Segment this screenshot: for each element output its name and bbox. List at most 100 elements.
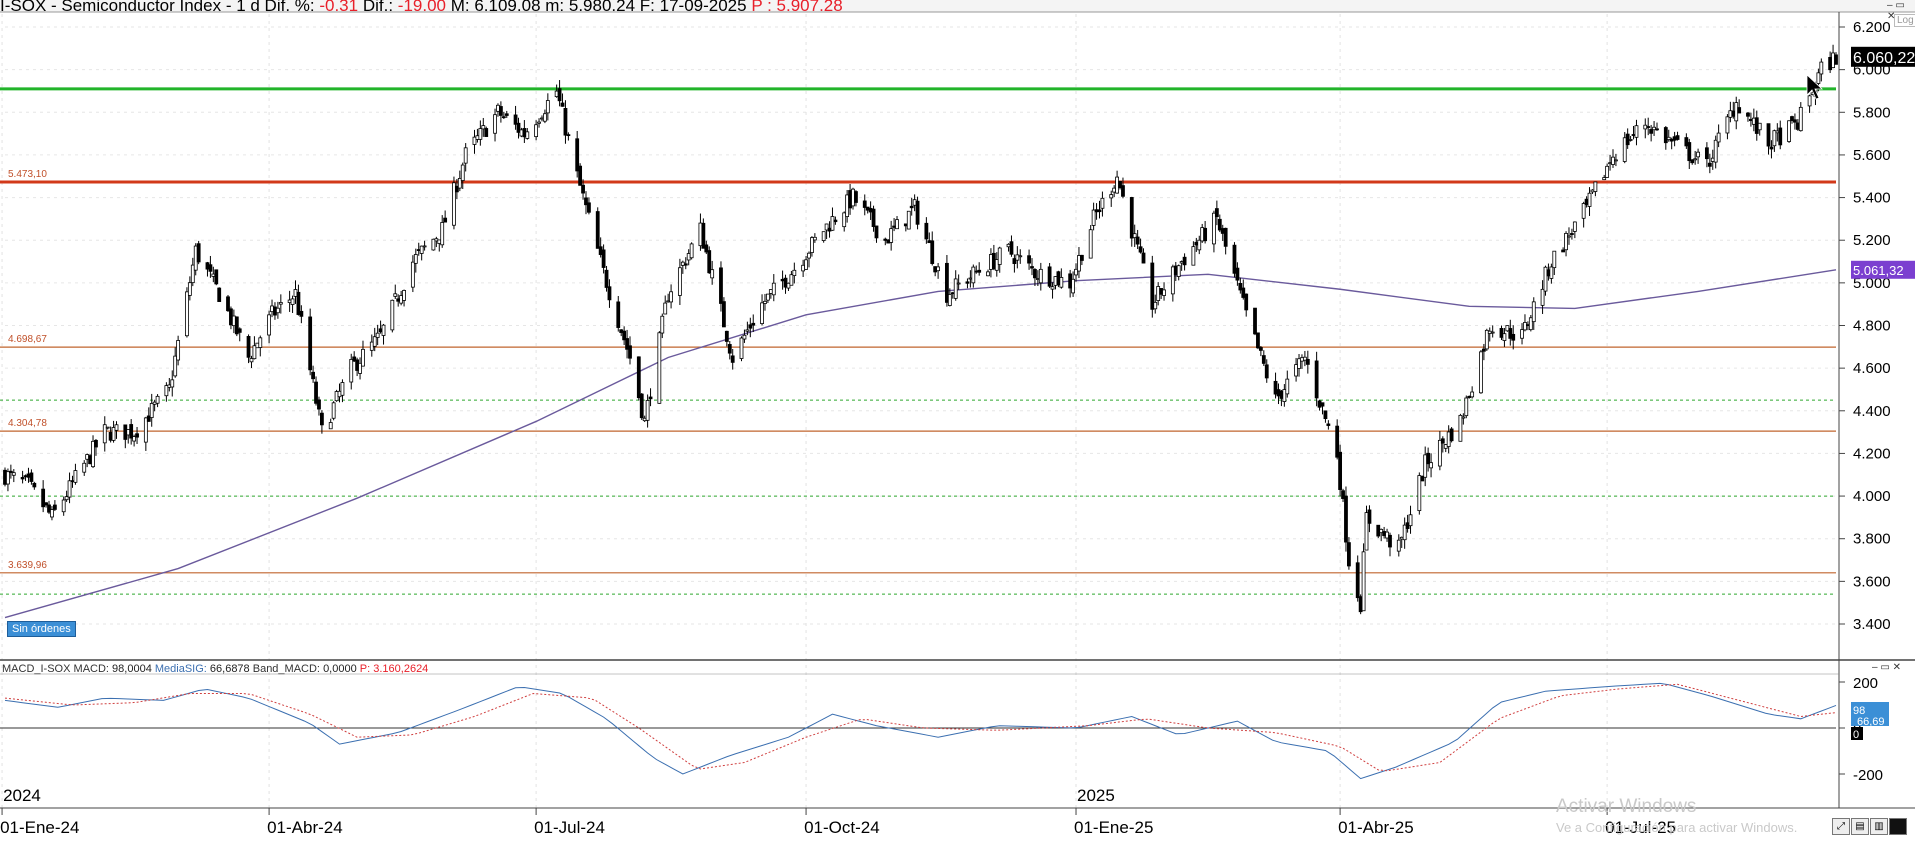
pane-controls-top[interactable]: – ▭ ✕: [1887, 0, 1905, 22]
candle-down: [1326, 423, 1331, 426]
fill-icon[interactable]: [1889, 818, 1907, 835]
pane-controls-macd[interactable]: – ▭ ✕: [1872, 662, 1901, 673]
candle-up: [1628, 139, 1633, 141]
candle-down: [516, 122, 521, 133]
candle-up: [537, 121, 541, 124]
ma-last-label: 5.061,32: [1853, 263, 1904, 278]
candle-up: [1396, 539, 1401, 552]
candle-down: [833, 219, 838, 223]
candle-down: [578, 165, 583, 186]
no-orders-badge[interactable]: Sin órdenes: [7, 621, 76, 637]
pane-frames: [0, 11, 1915, 809]
candle-down: [1649, 129, 1654, 134]
log-toggle[interactable]: Log: [1894, 14, 1915, 27]
candle-up: [1191, 246, 1196, 266]
time-axis[interactable]: 01-Ene-24 01-Abr-24 01-Jul-24 01-Oct-24 01-E…: [0, 786, 1676, 837]
candle-up: [413, 254, 418, 264]
level-label: 4.698,67: [8, 334, 47, 345]
candle-up: [763, 300, 767, 304]
candle-down: [1012, 258, 1017, 264]
candle-down: [1009, 241, 1014, 255]
candle-down: [443, 217, 448, 223]
candle-down: [1258, 347, 1263, 351]
candle-up: [440, 222, 445, 246]
y-tick-label: 4.000: [1853, 488, 1891, 505]
y-tick-label: 4.800: [1853, 318, 1891, 335]
candle-up: [1502, 333, 1507, 341]
zoom-fit-icon[interactable]: ⤢: [1832, 818, 1850, 835]
year-label: 2025: [1077, 786, 1115, 805]
ma-last-badge: [1851, 260, 1915, 279]
x-tick-label: 01-Ene-24: [0, 818, 79, 837]
macd-legend: MACD_I-SOX MACD: 98,0004 MediaSIG: 66,68…: [2, 663, 428, 675]
candle-up: [742, 334, 747, 340]
candle-up: [328, 422, 333, 430]
candle-down: [1508, 328, 1513, 339]
candle-down: [1223, 227, 1228, 247]
candle-down: [1511, 333, 1516, 341]
candle-down: [924, 222, 929, 240]
candle-up: [422, 245, 427, 248]
candle-up: [187, 282, 192, 296]
candle-down: [196, 243, 201, 263]
macd-label: MACD:: [73, 663, 109, 675]
candle-down: [1214, 208, 1219, 218]
candle-down: [724, 330, 729, 342]
candle-down: [581, 184, 585, 194]
candle-up: [1197, 239, 1202, 251]
candle-down: [1687, 142, 1692, 162]
candle-up: [358, 362, 362, 374]
last-price-label: 6.060,22: [1853, 50, 1915, 67]
candle-up: [1077, 255, 1081, 272]
price-axis[interactable]: 6.2006.0005.8005.6005.4005.2005.0004.800…: [1839, 19, 1891, 633]
candle-down: [701, 222, 706, 249]
candle-down: [1232, 244, 1237, 274]
candle-up: [1285, 378, 1290, 395]
candle-down: [1244, 293, 1249, 311]
candle-up: [1614, 159, 1618, 162]
candle-up: [997, 247, 1002, 265]
candle-up: [821, 231, 826, 241]
candle-up: [525, 131, 530, 139]
level-label: 3.639,96: [8, 560, 47, 571]
candle-down: [317, 399, 321, 410]
candle-down: [1769, 146, 1774, 150]
candle-up: [1587, 192, 1592, 207]
candle-up: [1716, 132, 1721, 143]
candle-up: [792, 269, 797, 276]
candle-down: [484, 128, 489, 137]
candle-down: [246, 336, 251, 358]
candle-up: [1819, 61, 1824, 75]
candle-up: [1176, 265, 1181, 277]
p-value: 5.907.28: [776, 0, 843, 12]
candle-down: [1182, 256, 1187, 266]
candle-up: [842, 212, 847, 228]
x-tick-label: 01-Ene-25: [1074, 818, 1153, 837]
candle-up: [1458, 414, 1463, 442]
candle-up: [1464, 397, 1469, 417]
candle-down: [1320, 402, 1325, 407]
x-tick-label: 01-Oct-24: [804, 818, 880, 837]
candle-up: [663, 302, 668, 315]
candle-down: [1079, 254, 1084, 261]
candle-up: [1572, 221, 1577, 232]
moving-average-line: [4, 269, 1837, 619]
candle-up: [771, 282, 776, 296]
candle-up: [393, 293, 398, 297]
candle-down: [1273, 380, 1278, 395]
layout-icon[interactable]: ▥: [1870, 818, 1888, 835]
candle-up: [1520, 329, 1524, 339]
candle-up: [275, 307, 280, 314]
candle-down: [1655, 128, 1659, 131]
candle-down: [1138, 246, 1143, 253]
candle-up: [472, 136, 477, 145]
candle-down: [1388, 534, 1392, 548]
y-tick-label: 3.800: [1853, 531, 1891, 548]
candle-up: [1470, 391, 1475, 398]
save-icon[interactable]: ▤: [1851, 818, 1869, 835]
candle-down: [751, 322, 756, 326]
candle-down: [616, 301, 621, 328]
candle-up: [349, 359, 354, 383]
